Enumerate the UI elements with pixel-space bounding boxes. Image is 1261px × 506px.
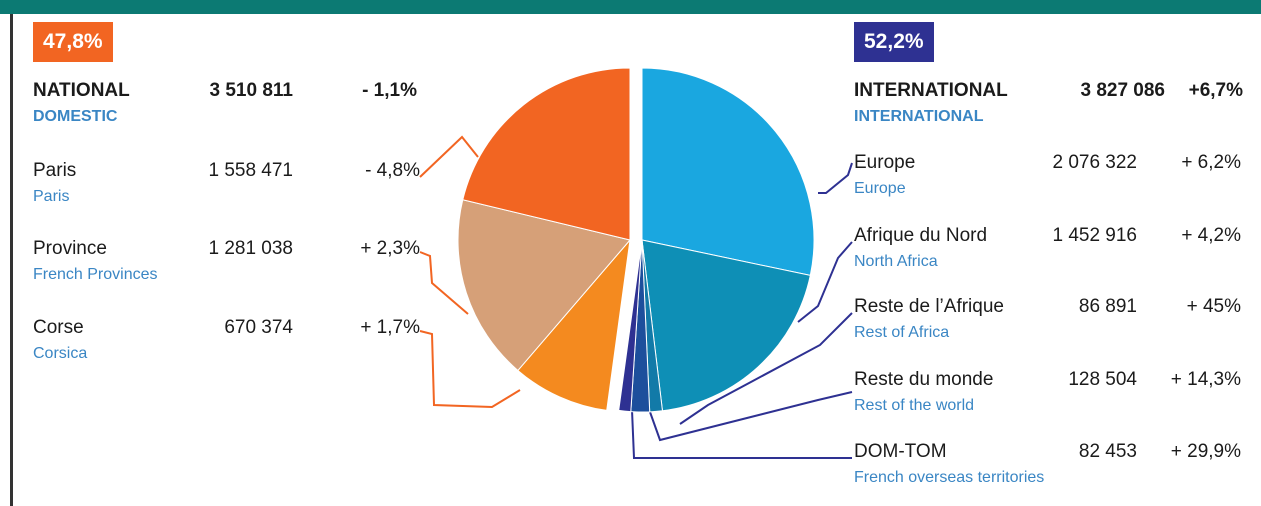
pie-slice-europe <box>642 68 814 275</box>
leader-line-paris <box>420 137 478 177</box>
leader-line-dom-tom <box>632 410 852 458</box>
leader-line-europe <box>818 163 852 193</box>
